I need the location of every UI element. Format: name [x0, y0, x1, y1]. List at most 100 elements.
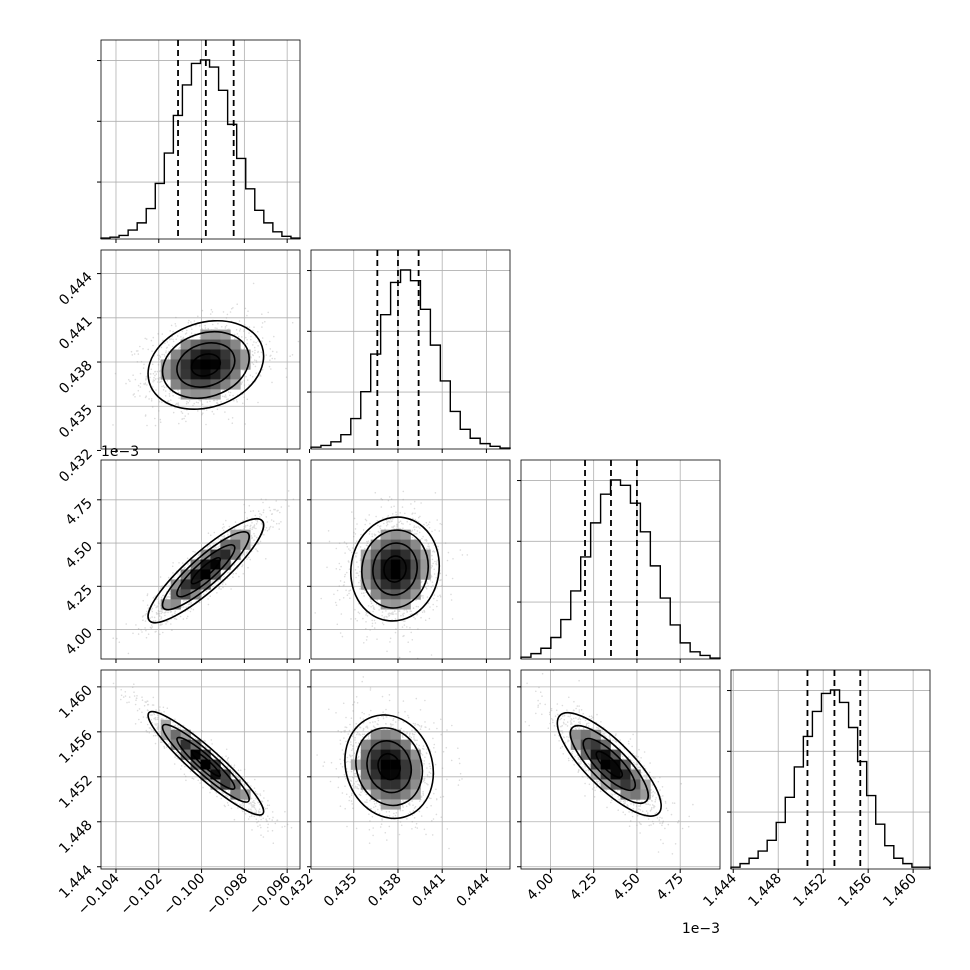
- panel-content: [101, 250, 300, 449]
- density-cell: [360, 559, 371, 570]
- density-cell: [370, 769, 381, 780]
- density-cell: [380, 559, 391, 570]
- density-cell: [580, 729, 591, 740]
- xtick-label-1-3: 0.441: [409, 871, 449, 911]
- ytick-label-3-3: 1.456: [56, 727, 96, 767]
- density-cell: [410, 589, 421, 600]
- panel-frame: [730, 669, 931, 870]
- panel-frame: [310, 459, 511, 660]
- density-cell: [180, 589, 191, 600]
- density-cell: [190, 389, 201, 400]
- density-cell: [200, 379, 211, 390]
- density-cell: [620, 769, 631, 780]
- density-cell: [180, 749, 191, 760]
- density-cell: [240, 359, 251, 370]
- density-cell: [180, 569, 191, 580]
- density-cell: [230, 339, 241, 350]
- panel-3-1: [310, 669, 511, 870]
- histogram-0: [100, 59, 301, 239]
- contour-3: [147, 518, 265, 624]
- density-cell: [380, 779, 391, 790]
- density-cell: [410, 759, 421, 770]
- density-cell: [200, 549, 211, 560]
- density-cell: [380, 599, 391, 610]
- density-cell: [590, 759, 601, 770]
- density-cell: [210, 359, 221, 370]
- density-cell: [420, 569, 431, 580]
- density-cell: [620, 789, 631, 800]
- density-cell: [180, 359, 191, 370]
- density-cell: [390, 779, 401, 790]
- density-cell: [200, 749, 211, 760]
- density-cell: [230, 779, 241, 790]
- xtick-label-0-3: −0.098: [203, 871, 251, 919]
- panel-0-0: [97, 39, 301, 240]
- contour-2: [569, 724, 649, 805]
- density-cell: [170, 349, 181, 360]
- density-cell: [380, 759, 391, 770]
- density-cell: [370, 569, 381, 580]
- xtick-label-3-2: 1.452: [790, 871, 830, 911]
- contour-3: [344, 714, 435, 820]
- panel-2-2: [517, 459, 721, 660]
- density-cell: [600, 759, 611, 770]
- density-cell: [390, 799, 401, 810]
- density-cell: [380, 729, 391, 740]
- density-cell: [390, 529, 401, 540]
- density-cell: [390, 559, 401, 570]
- density-cell: [370, 539, 381, 550]
- panel-frame: [520, 669, 721, 870]
- density-cell: [620, 779, 631, 790]
- xtick-label-2-0: 4.00: [524, 871, 557, 904]
- density-cell: [220, 329, 231, 340]
- panel-content: [521, 670, 720, 869]
- density-cell: [170, 739, 181, 750]
- ytick-label-3-4: 1.460: [56, 682, 96, 722]
- contour-0: [190, 749, 222, 778]
- density-cell: [420, 559, 431, 570]
- density-cell: [180, 349, 191, 360]
- density-cell: [390, 789, 401, 800]
- density-cell: [220, 349, 231, 360]
- density-cell: [360, 739, 371, 750]
- density-cell: [190, 359, 201, 370]
- density-cell: [370, 559, 381, 570]
- ytick-label-1-1: 0.435: [56, 402, 96, 442]
- contour-3: [147, 710, 265, 816]
- panel-frame: [310, 249, 511, 450]
- density-cell: [400, 529, 411, 540]
- density-cell: [580, 749, 591, 760]
- density-cell: [220, 369, 231, 380]
- histogram-3: [730, 689, 931, 869]
- density-cell: [390, 729, 401, 740]
- density-cell: [240, 789, 251, 800]
- density-cell: [580, 739, 591, 750]
- density-cell: [590, 739, 601, 750]
- density-cell: [190, 559, 201, 570]
- ytick-label-1-4: 0.444: [56, 269, 96, 309]
- density-cell: [190, 589, 201, 600]
- density-cell: [220, 779, 231, 790]
- density-cell: [590, 729, 601, 740]
- density-cell: [230, 549, 241, 560]
- density-cell: [230, 369, 241, 380]
- histogram-2: [520, 479, 721, 659]
- contour-2: [361, 529, 429, 609]
- density-cell: [390, 749, 401, 760]
- density-cell: [190, 749, 201, 760]
- panel-frame: [100, 669, 301, 870]
- panel-content: [101, 460, 300, 659]
- density-cell: [190, 379, 201, 390]
- contour-1: [582, 737, 637, 792]
- density-cell: [390, 599, 401, 610]
- density-cell: [390, 539, 401, 550]
- density-cell: [410, 559, 421, 570]
- panel-3-2: [520, 669, 721, 870]
- density-cell: [370, 759, 381, 770]
- density-cell: [210, 559, 221, 570]
- contour-1: [176, 736, 236, 790]
- density-cell: [220, 379, 231, 390]
- density-cell: [360, 579, 371, 590]
- contour-0: [595, 750, 624, 779]
